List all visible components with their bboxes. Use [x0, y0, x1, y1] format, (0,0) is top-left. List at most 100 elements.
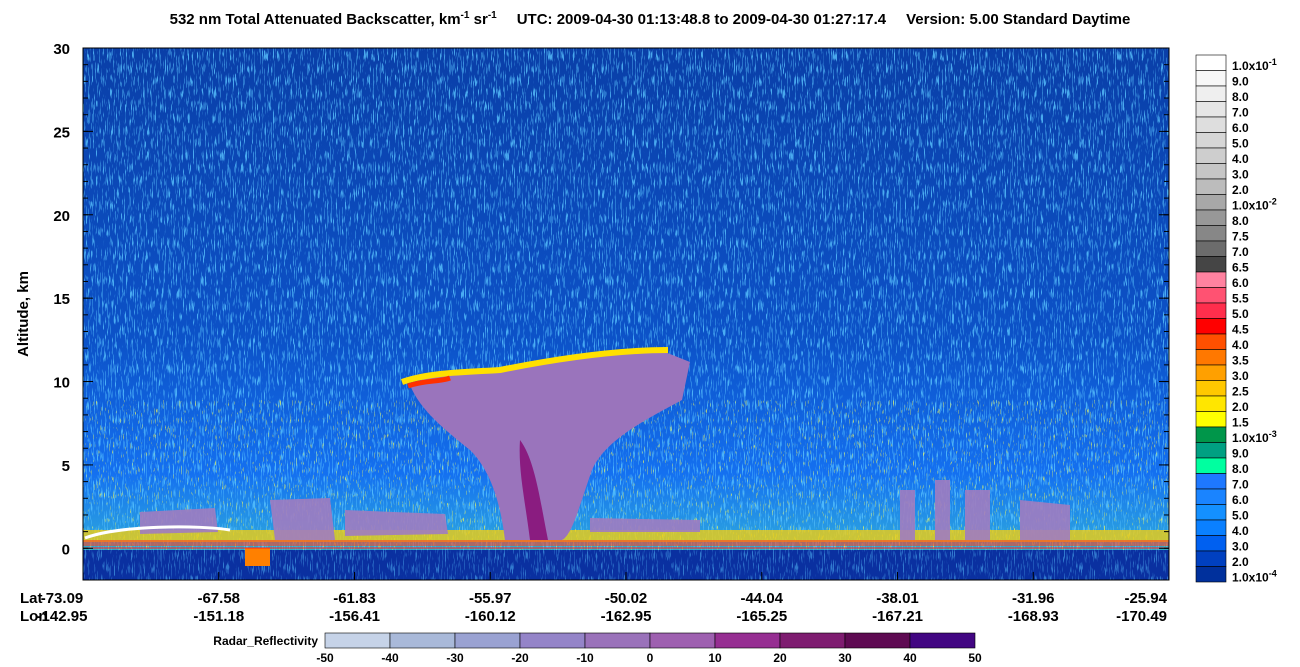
colorbar-label-text: 4.5	[1232, 322, 1249, 336]
x-tick-label: -38.01	[876, 590, 919, 607]
colorbar-label-exponent: -4	[1269, 568, 1277, 578]
colorbar-label: 2.0	[1232, 555, 1249, 569]
colorbar: 1.0x10-19.08.07.06.05.04.03.02.01.0x10-2…	[1195, 54, 1277, 584]
colorbar-label-text: 1.0x10	[1232, 431, 1269, 445]
colorbar-label-text: 2.0	[1232, 183, 1249, 197]
colorbar-label-text: 1.5	[1232, 415, 1249, 429]
colorbar-label-text: 6.0	[1232, 121, 1249, 135]
colorbar-label: 5.0	[1232, 508, 1249, 522]
x-row-name: Lon	[20, 608, 48, 625]
colorbar-swatch	[1195, 132, 1227, 149]
colorbar-label: 4.0	[1232, 524, 1249, 538]
chart-title: 532 nm Total Attenuated Backscatter, km-…	[170, 10, 1131, 28]
colorbar-swatch	[1195, 240, 1227, 257]
colorbar-label-text: 3.5	[1232, 353, 1249, 367]
colorbar-label: 9.0	[1232, 74, 1249, 88]
colorbar-label: 8.0	[1232, 90, 1249, 104]
radar-tick-label: 30	[838, 651, 852, 665]
colorbar-swatch	[1195, 70, 1227, 87]
radar-tick-label: -50	[316, 651, 334, 665]
title-unit: sr	[469, 11, 488, 28]
colorbar-label-text: 5.0	[1232, 307, 1249, 321]
x-tick-label: -73.09	[41, 590, 84, 607]
colorbar-label: 1.0x10-4	[1232, 568, 1277, 584]
colorbar-label: 3.0	[1232, 167, 1249, 181]
colorbar-swatch	[1195, 380, 1227, 397]
colorbar-swatch	[1195, 535, 1227, 552]
x-tick-label: -67.58	[197, 590, 240, 607]
colorbar-label-exponent: -3	[1269, 429, 1277, 439]
colorbar-label-text: 7.0	[1232, 477, 1249, 491]
y-axis: 0 5 10 15 20 25 30	[53, 41, 1169, 558]
colorbar-label: 5.0	[1232, 307, 1249, 321]
colorbar-label: 3.0	[1232, 369, 1249, 383]
radar-swatch	[714, 632, 781, 649]
surface-return	[83, 540, 1169, 546]
colorbar-swatch	[1195, 395, 1227, 412]
colorbar-label-text: 2.0	[1232, 555, 1249, 569]
colorbar-label: 4.5	[1232, 322, 1249, 336]
colorbar-label: 8.0	[1232, 214, 1249, 228]
colorbar-swatch	[1195, 550, 1227, 567]
x-tick-label: -142.95	[37, 608, 88, 625]
colorbar-swatch	[1195, 256, 1227, 273]
radar-swatch	[909, 632, 976, 649]
colorbar-swatch	[1195, 85, 1227, 102]
cloud-top-dense	[407, 375, 451, 389]
colorbar-swatch	[1195, 302, 1227, 319]
radar-swatch	[844, 632, 911, 649]
radar-swatch	[519, 632, 586, 649]
radar-tick-label: 50	[968, 651, 982, 665]
colorbar-label-text: 8.0	[1232, 214, 1249, 228]
radar-swatch	[779, 632, 846, 649]
x-tick-label: -31.96	[1012, 590, 1055, 607]
colorbar-label: 1.5	[1232, 415, 1249, 429]
x-tick-label: -160.12	[465, 608, 516, 625]
y-tick-label: 0	[62, 541, 70, 558]
radar-title: Radar_Reflectivity	[213, 634, 318, 648]
x-row-name: Lat	[20, 590, 43, 607]
colorbar-swatch	[1195, 519, 1227, 536]
colorbar-swatch	[1195, 225, 1227, 242]
colorbar-label-text: 1.0x10	[1232, 59, 1269, 73]
x-tick-label: -168.93	[1008, 608, 1059, 625]
radar-swatch	[389, 632, 456, 649]
colorbar-swatch	[1195, 194, 1227, 211]
low-cloud-top	[84, 525, 231, 540]
colorbar-label-text: 9.0	[1232, 446, 1249, 460]
colorbar-label-exponent: -2	[1269, 196, 1277, 206]
y-tick-label: 25	[53, 124, 70, 141]
colorbar-label: 4.0	[1232, 152, 1249, 166]
colorbar-label-text: 6.0	[1232, 493, 1249, 507]
title-exponent: -1	[461, 10, 470, 21]
colorbar-swatch	[1195, 287, 1227, 304]
colorbar-swatch	[1195, 473, 1227, 490]
colorbar-swatch	[1195, 116, 1227, 133]
x-tick-label: -170.49	[1116, 608, 1167, 625]
colorbar-label: 7.5	[1232, 229, 1249, 243]
x-tick-label: -167.21	[872, 608, 923, 625]
colorbar-swatch	[1195, 426, 1227, 443]
colorbar-swatch	[1195, 209, 1227, 226]
colorbar-label: 6.0	[1232, 276, 1249, 290]
colorbar-swatch	[1195, 178, 1227, 195]
radar-colorbar: Radar_Reflectivity -50 -40 -30 -20 -10 0 10 20 3…	[213, 632, 982, 665]
colorbar-label-text: 8.0	[1232, 90, 1249, 104]
colorbar-label: 9.0	[1232, 446, 1249, 460]
colorbar-label-text: 7.0	[1232, 245, 1249, 259]
radar-tick-label: -10	[576, 651, 594, 665]
x-tick-label: -162.95	[601, 608, 652, 625]
colorbar-swatch	[1195, 271, 1227, 288]
colorbar-swatch	[1195, 147, 1227, 164]
colorbar-label: 7.0	[1232, 477, 1249, 491]
y-tick-label: 15	[53, 291, 70, 308]
y-tick-label: 5	[62, 458, 70, 475]
colorbar-swatch	[1195, 566, 1227, 583]
colorbar-swatch	[1195, 504, 1227, 521]
colorbar-label-text: 7.5	[1232, 229, 1249, 243]
radar-swatch	[324, 632, 391, 649]
colorbar-label: 1.0x10-2	[1232, 196, 1277, 212]
x-tick-label: -61.83	[333, 590, 376, 607]
colorbar-label: 6.0	[1232, 493, 1249, 507]
